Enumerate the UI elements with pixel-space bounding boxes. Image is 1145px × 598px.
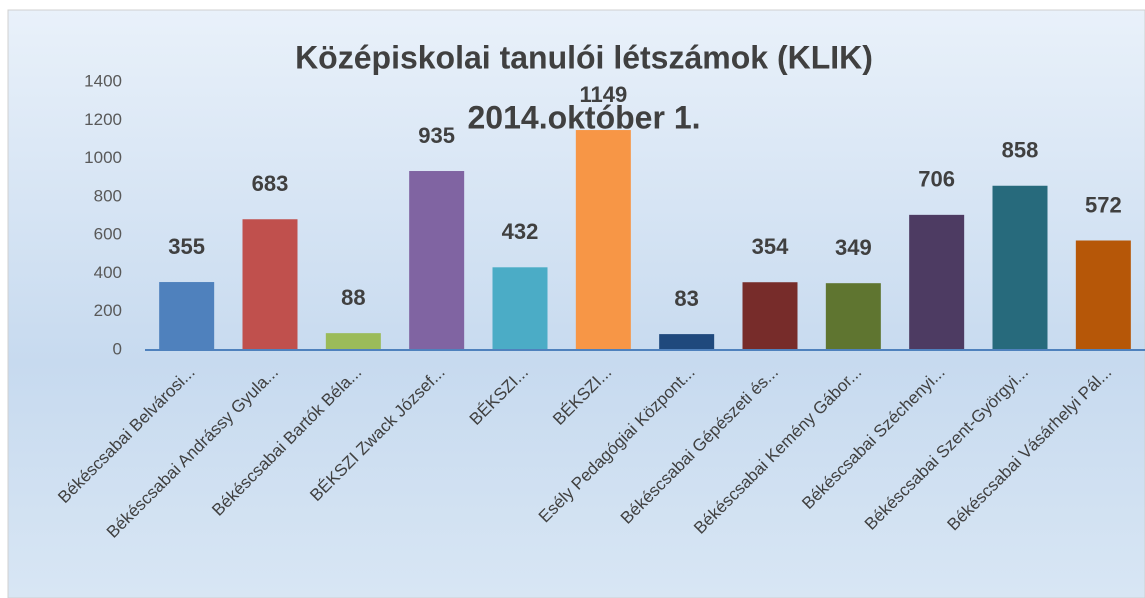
- bar: [825, 283, 881, 350]
- value-label: 349: [835, 235, 872, 260]
- value-label: 354: [752, 234, 789, 259]
- value-label: 858: [1002, 138, 1039, 163]
- bar: [659, 334, 715, 350]
- value-label: 572: [1085, 192, 1122, 217]
- bar: [242, 219, 298, 350]
- chart-subtitle: 2014.október 1.: [468, 99, 701, 135]
- bar: [409, 171, 465, 350]
- y-tick-label: 1200: [84, 110, 122, 129]
- value-label: 683: [252, 171, 289, 196]
- chart-title: Középiskolai tanulói létszámok (KLIK): [295, 39, 873, 75]
- bar: [909, 214, 965, 350]
- y-tick-label: 800: [94, 186, 122, 205]
- y-tick-label: 1400: [84, 71, 122, 90]
- bar: [159, 282, 215, 350]
- bar: [325, 333, 381, 350]
- y-tick-label: 600: [94, 225, 122, 244]
- bar: [992, 185, 1048, 350]
- y-tick-label: 400: [94, 263, 122, 282]
- y-tick-label: 0: [113, 339, 122, 358]
- value-label: 432: [502, 219, 539, 244]
- bar: [742, 282, 798, 350]
- value-label: 88: [341, 285, 365, 310]
- value-label: 706: [918, 167, 955, 192]
- value-label: 1149: [579, 82, 627, 107]
- value-label: 83: [674, 286, 698, 311]
- bar: [492, 267, 548, 350]
- bar: [575, 130, 631, 350]
- bar: [1075, 240, 1131, 350]
- y-tick-label: 1000: [84, 148, 122, 167]
- value-label: 355: [168, 234, 205, 259]
- value-label: 935: [418, 123, 455, 148]
- y-tick-label: 200: [94, 301, 122, 320]
